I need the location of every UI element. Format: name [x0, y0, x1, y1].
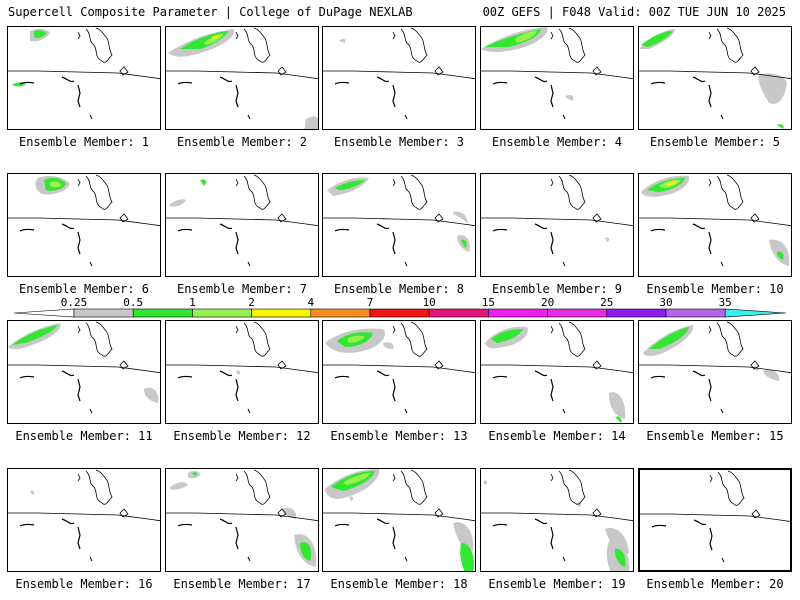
panel-map-4: [481, 27, 633, 120]
colorbar-arrow-left: [13, 308, 75, 318]
ensemble-panel-8: [322, 173, 476, 277]
ensemble-panel-10: [638, 173, 792, 277]
panel-map-20: [640, 470, 790, 563]
ensemble-panel-18: [322, 468, 476, 572]
colorbar-swatch-3: [192, 308, 252, 318]
ensemble-label-14: Ensemble Member: 14: [488, 429, 626, 443]
colorbar-label-8: 20: [540, 296, 555, 309]
ensemble-panel-11: [7, 320, 161, 424]
ensemble-label-5: Ensemble Member: 5: [649, 135, 781, 149]
colorbar-label-2: 1: [189, 296, 196, 309]
panel-map-6: [8, 174, 160, 267]
ensemble-panel-5: [638, 26, 792, 130]
colorbar-label-5: 7: [366, 296, 374, 309]
colorbar-label-0: 0.25: [60, 296, 88, 309]
ensemble-panel-2: [165, 26, 319, 130]
panel-map-18: [323, 469, 475, 571]
ensemble-label-20: Ensemble Member: 20: [646, 577, 784, 591]
ensemble-label-6: Ensemble Member: 6: [18, 282, 150, 296]
panel-map-12: [166, 321, 318, 414]
colorbar-label-10: 30: [659, 296, 673, 309]
colorbar-swatch-4: [251, 308, 312, 318]
panel-map-11: [8, 321, 160, 414]
colorbar-label-7: 15: [481, 296, 496, 309]
ensemble-panel-1: [7, 26, 161, 130]
colorbar-label-9: 25: [600, 296, 614, 309]
ensemble-panel-12: [165, 320, 319, 424]
colorbar-swatch-10: [606, 308, 667, 318]
panel-map-19: [481, 469, 633, 571]
ensemble-panel-14: [480, 320, 634, 424]
ensemble-panel-20: [638, 468, 792, 572]
panel-map-13: [323, 321, 475, 414]
colorbar-swatch-11: [665, 308, 726, 318]
panel-map-15: [639, 321, 791, 414]
ensemble-panel-15: [638, 320, 792, 424]
ensemble-label-9: Ensemble Member: 9: [491, 282, 623, 296]
ensemble-label-11: Ensemble Member: 11: [15, 429, 153, 443]
colorbar-label-6: 10: [422, 296, 436, 309]
ensemble-label-3: Ensemble Member: 3: [333, 135, 465, 149]
ensemble-panel-7: [165, 173, 319, 277]
ensemble-label-19: Ensemble Member: 19: [488, 577, 626, 591]
ensemble-panel-6: [7, 173, 161, 277]
ensemble-panel-3: [322, 26, 476, 130]
colorbar-arrow-right: [724, 308, 787, 318]
panel-map-1: [8, 27, 160, 120]
ensemble-label-2: Ensemble Member: 2: [176, 135, 308, 149]
ensemble-panel-9: [480, 173, 634, 277]
ensemble-panel-4: [480, 26, 634, 130]
ensemble-panel-16: [7, 468, 161, 572]
colorbar-swatch-8: [488, 308, 548, 318]
ensemble-label-10: Ensemble Member: 10: [646, 282, 784, 296]
ensemble-label-16: Ensemble Member: 16: [15, 577, 153, 591]
panel-map-8: [323, 174, 475, 267]
colorbar-swatch-9: [547, 308, 608, 318]
colorbar-label-3: 2: [248, 296, 255, 309]
colorbar-label-11: 35: [718, 296, 732, 309]
panel-map-17: [166, 469, 318, 567]
colorbar-label-1: 0.5: [123, 296, 144, 309]
panel-map-16: [8, 469, 160, 562]
ensemble-panel-13: [322, 320, 476, 424]
panel-map-5: [639, 27, 791, 129]
colorbar-label-4: 4: [307, 296, 315, 309]
ensemble-label-1: Ensemble Member: 1: [18, 135, 150, 149]
header-left-title: Supercell Composite Parameter | College …: [8, 5, 413, 19]
colorbar-swatch-5: [310, 308, 371, 318]
ensemble-label-7: Ensemble Member: 7: [176, 282, 308, 296]
panel-map-3: [323, 27, 475, 120]
panel-map-9: [481, 174, 633, 267]
ensemble-label-13: Ensemble Member: 13: [330, 429, 468, 443]
ensemble-label-8: Ensemble Member: 8: [333, 282, 465, 296]
colorbar-swatch-7: [428, 308, 489, 318]
colorbar-swatch-6: [369, 308, 430, 318]
colorbar-swatch-2: [132, 308, 193, 318]
ensemble-label-15: Ensemble Member: 15: [646, 429, 784, 443]
colorbar: [13, 308, 787, 318]
panel-map-2: [166, 27, 318, 129]
ensemble-label-12: Ensemble Member: 12: [173, 429, 311, 443]
panel-map-14: [481, 321, 633, 423]
panel-map-10: [639, 174, 791, 267]
ensemble-panel-17: [165, 468, 319, 572]
colorbar-swatch-1: [73, 308, 134, 318]
ensemble-label-18: Ensemble Member: 18: [330, 577, 468, 591]
ensemble-panel-19: [480, 468, 634, 572]
panel-map-7: [166, 174, 318, 267]
ensemble-label-17: Ensemble Member: 17: [173, 577, 311, 591]
header-right-title: 00Z GEFS | F048 Valid: 00Z TUE JUN 10 20…: [482, 5, 786, 19]
ensemble-label-4: Ensemble Member: 4: [491, 135, 623, 149]
